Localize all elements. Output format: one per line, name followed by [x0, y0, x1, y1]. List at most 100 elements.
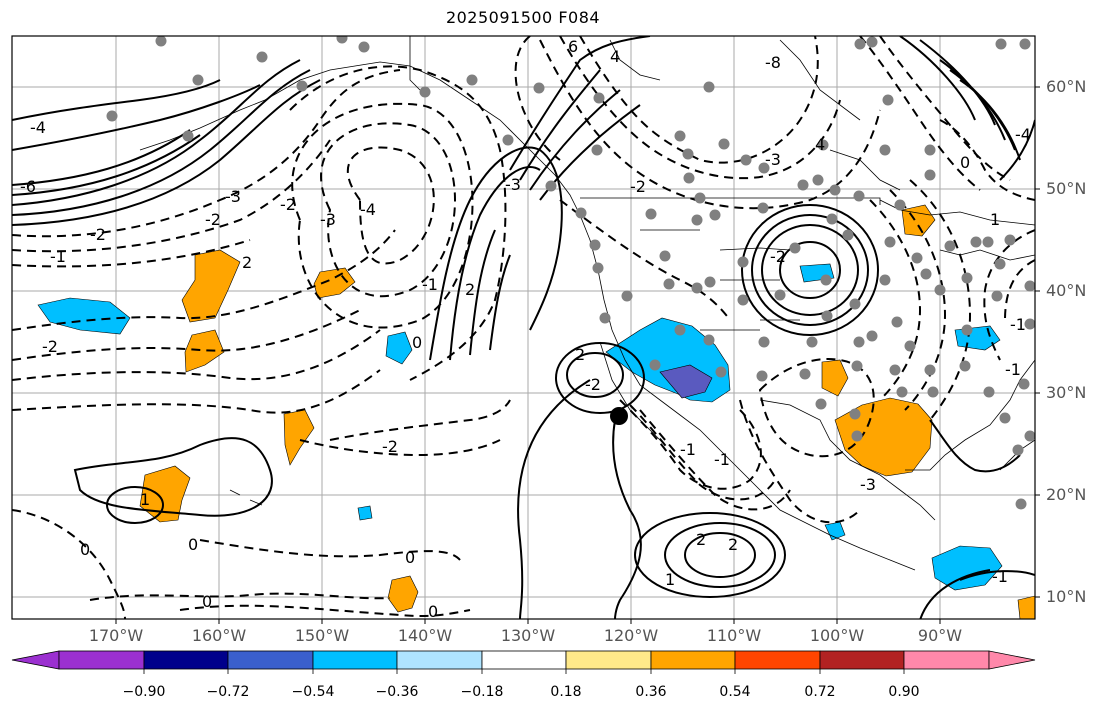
colorbar-segment	[903, 650, 990, 670]
contour-label: -2	[382, 437, 398, 456]
colorbar-tick-label: 0.36	[635, 684, 667, 700]
contour-label: -2	[770, 247, 786, 266]
lon-label: 150°W	[294, 626, 350, 645]
contour-label: -3	[320, 210, 336, 229]
lon-label: 110°W	[706, 626, 762, 645]
colorbar-segment	[988, 650, 1036, 670]
blue-area	[385, 331, 413, 365]
contour-label: -2	[90, 225, 106, 244]
colorbar-tick-label: −0.72	[206, 684, 250, 700]
anomaly-fills	[37, 204, 1035, 619]
colorbar-tick-label: 0.90	[888, 684, 920, 700]
contour-label: -1	[680, 440, 696, 459]
contour-label: 4	[815, 135, 825, 154]
colorbar-segment	[58, 650, 145, 670]
colorbar-segment	[650, 650, 736, 670]
orange-area	[181, 249, 241, 323]
orange-area	[1017, 595, 1035, 619]
orange-area	[834, 397, 933, 477]
storm-center-marker	[610, 407, 628, 425]
contour-label: -3	[765, 150, 781, 169]
contour-label: -1	[50, 247, 66, 266]
blue-area	[357, 505, 373, 521]
solid-contours	[12, 36, 1035, 619]
colorbar-tick-label: −0.36	[375, 684, 419, 700]
contour-label: 0	[428, 602, 438, 621]
coastlines	[139, 36, 1035, 571]
contour-label: 2	[696, 530, 706, 549]
lat-label: 40°N	[1046, 281, 1087, 300]
contour-label: -2	[205, 210, 221, 229]
contour-label: -1	[1005, 360, 1021, 379]
contour-labels: -4 -6 -2 -3 -2 -1 -2 2 -4 -3 -2 0 -2 -1 …	[20, 37, 1031, 621]
colorbar-segment	[734, 650, 821, 670]
map-frame	[11, 35, 1036, 620]
colorbar-segment	[312, 650, 398, 670]
lat-label: 60°N	[1046, 77, 1087, 96]
map-background	[12, 36, 1035, 619]
orange-area	[37, 297, 131, 335]
contour-label: 1	[665, 570, 675, 589]
station-dots	[106, 36, 1035, 510]
contour-label: 2	[575, 345, 585, 364]
orange-area	[139, 465, 191, 523]
contour-label: -4	[1015, 125, 1031, 144]
contour-label: -4	[360, 200, 376, 219]
contour-label: 2	[242, 253, 252, 272]
contour-label: -2	[42, 337, 58, 356]
contour-label: 6	[568, 37, 578, 56]
lon-label: 160°W	[191, 626, 247, 645]
lat-ticks	[1035, 86, 1040, 598]
lat-label: 20°N	[1046, 485, 1087, 504]
colorbar-segment	[396, 650, 483, 670]
colorbar-tick-label: 0.18	[550, 684, 582, 700]
lat-label: 10°N	[1046, 587, 1087, 606]
colorbar	[11, 650, 1036, 674]
colorbar-tick-label: −0.54	[291, 684, 335, 700]
contour-label: 1	[140, 490, 150, 509]
colorbar-tick-label: −0.18	[460, 684, 504, 700]
contour-label: -4	[30, 118, 46, 137]
colorbar-segment	[819, 650, 905, 670]
contour-label: -2	[585, 375, 601, 394]
orange-area	[184, 329, 225, 373]
contour-label: 0	[188, 535, 198, 554]
colorbar-segment	[143, 650, 229, 670]
dashed-contours	[12, 36, 1035, 619]
contour-label: -3	[860, 475, 876, 494]
colorbar-segment	[11, 650, 60, 670]
map-title: 2025091500 F084	[445, 8, 601, 27]
contour-label: -3	[505, 175, 521, 194]
lat-label: 30°N	[1046, 383, 1087, 402]
contour-label: -8	[765, 53, 781, 72]
colorbar-segment	[565, 650, 652, 670]
contour-label: 1	[990, 210, 1000, 229]
contour-label: 2	[728, 535, 738, 554]
colorbar-tick-label: 0.72	[804, 684, 836, 700]
colorbar-tick-label: 0.54	[719, 684, 751, 700]
contour-label: -1	[714, 450, 730, 469]
contour-label: -3	[225, 187, 241, 206]
contour-label: -2	[280, 195, 296, 214]
contour-label: 2	[465, 280, 475, 299]
purple-area	[659, 364, 713, 399]
lon-label: 130°W	[500, 626, 556, 645]
contour-label: 0	[405, 548, 415, 567]
contour-label: -1	[992, 567, 1008, 586]
lat-label: 50°N	[1046, 179, 1087, 198]
orange-area	[313, 267, 356, 299]
lon-label: 90°W	[917, 626, 963, 645]
lon-label: 120°W	[603, 626, 659, 645]
colorbar-segment	[481, 650, 567, 670]
contour-label: -1	[422, 275, 438, 294]
contour-label: 0	[80, 540, 90, 559]
orange-area	[821, 359, 849, 397]
blue-area	[931, 545, 1003, 591]
lon-label: 100°W	[809, 626, 865, 645]
contour-label: 0	[202, 592, 212, 611]
contour-label: 0	[960, 153, 970, 172]
lon-label: 170°W	[88, 626, 144, 645]
colorbar-tick-label: −0.90	[122, 684, 166, 700]
lon-ticks	[115, 619, 941, 624]
